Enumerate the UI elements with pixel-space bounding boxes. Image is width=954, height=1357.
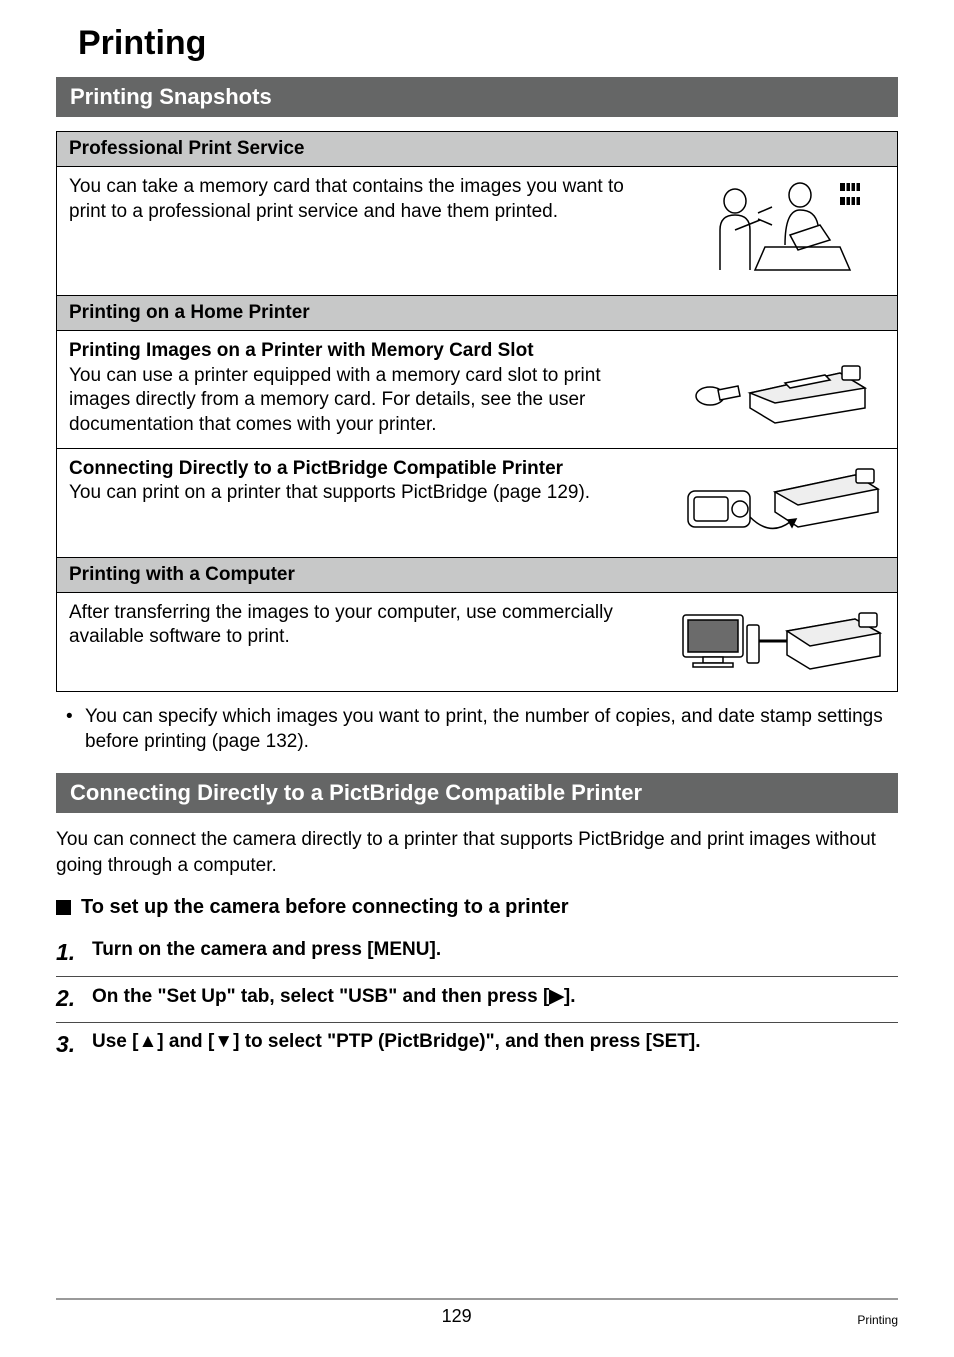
row-body-pictbridge: Connecting Directly to a PictBridge Comp… [57,448,897,557]
row-body-memory-card-slot: Printing Images on a Printer with Memory… [57,331,897,448]
subrow-text-pictbridge: You can print on a printer that supports… [69,481,663,506]
step-3-num: 3. [56,1031,82,1058]
row-header-computer: Printing with a Computer [57,557,897,593]
row-header-home-printer: Printing on a Home Printer [57,295,897,331]
subrow-text-memory-card: You can use a printer equipped with a me… [69,364,663,438]
step-2-num: 2. [56,985,82,1012]
illustration-computer-printer [675,601,885,681]
section-printing-snapshots: Printing Snapshots [56,77,898,117]
footer-title: Printing [857,1313,898,1327]
step-1-num: 1. [56,939,82,966]
footer-line [56,1298,898,1300]
bullet-note: • You can specify which images you want … [66,704,898,755]
setup-heading: To set up the camera before connecting t… [56,896,898,919]
page: Printing Printing Snapshots Professional… [0,0,954,1357]
square-bullet-icon [56,900,71,915]
step-2: 2. On the "Set Up" tab, select "USB" and… [56,979,898,1020]
page-number: 129 [56,1306,857,1327]
step-separator [56,976,898,977]
step-separator [56,1022,898,1023]
step-1: 1. Turn on the camera and press [MENU]. [56,933,898,974]
bullet-dot: • [66,704,85,755]
step-2-text: On the "Set Up" tab, select "USB" and th… [92,985,576,1008]
row-header-professional: Professional Print Service [57,132,897,167]
step-1-text: Turn on the camera and press [MENU]. [92,939,441,961]
subrow-title-pictbridge: Connecting Directly to a PictBridge Comp… [69,457,663,482]
section2-body: You can connect the camera directly to a… [56,827,898,878]
step-3: 3. Use [▲] and [▼] to select "PTP (PictB… [56,1025,898,1066]
page-title: Printing [78,24,898,63]
row-body-professional: You can take a memory card that contains… [57,167,897,295]
up-arrow-icon: ▲ [138,1031,157,1053]
row-text-computer: After transferring the images to your co… [69,601,663,681]
row-text-professional: You can take a memory card that contains… [69,175,663,285]
bullet-text: You can specify which images you want to… [85,704,898,755]
step-3-text: Use [▲] and [▼] to select "PTP (PictBrid… [92,1031,701,1053]
subrow-title-memory-card: Printing Images on a Printer with Memory… [69,339,663,364]
illustration-printer-cardslot [675,339,885,438]
illustration-print-service [675,175,885,285]
section-pictbridge: Connecting Directly to a PictBridge Comp… [56,773,898,813]
right-arrow-icon: ▶ [549,985,564,1008]
illustration-camera-to-printer [675,457,885,547]
down-arrow-icon: ▼ [214,1031,233,1053]
setup-heading-text: To set up the camera before connecting t… [81,896,569,919]
row-body-computer: After transferring the images to your co… [57,593,897,691]
page-footer: 129 Printing [56,1298,898,1327]
printing-options-table: Professional Print Service You can take … [56,131,898,692]
